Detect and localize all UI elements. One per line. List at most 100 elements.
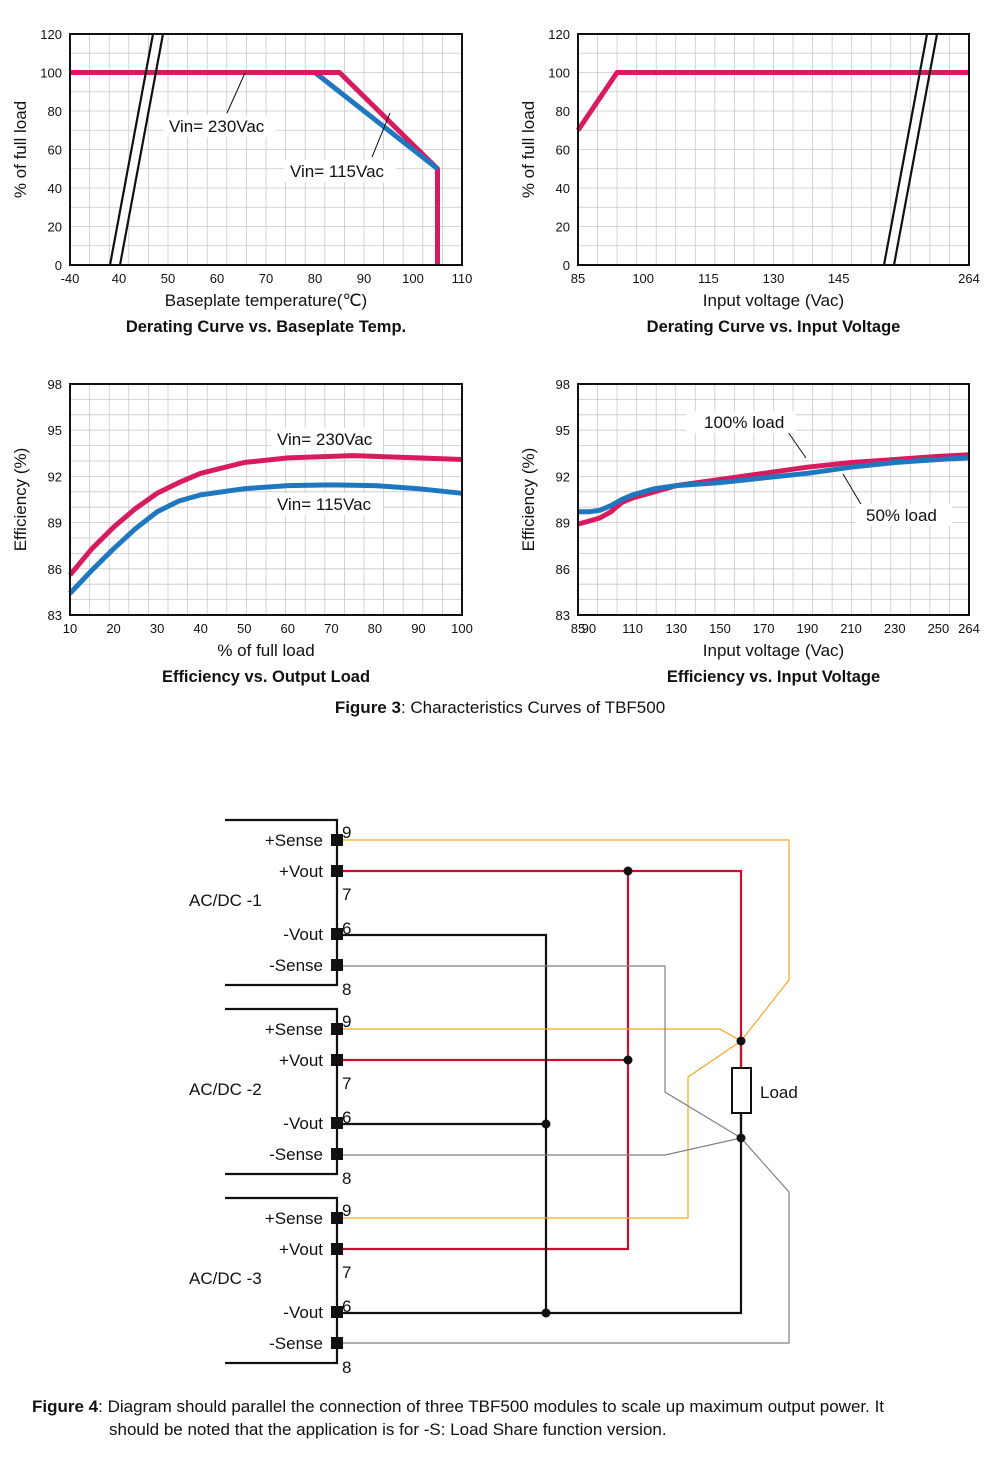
pin-number: 6	[342, 919, 351, 938]
chart-1: 0 20 40 60 80 100 120 -40 40 50 60 70 80 90 100 110 Base…	[11, 27, 472, 336]
wire-vout-pos-3	[337, 871, 630, 1251]
y-tick-label: 20	[48, 220, 62, 235]
x-tick-label: 40	[193, 621, 207, 636]
pin-number: 9	[342, 1012, 351, 1031]
pin-terminal	[331, 1306, 343, 1318]
y-axis-label: % of full load	[11, 101, 30, 198]
pin-number: 7	[342, 1263, 351, 1282]
y-tick-label: 120	[548, 27, 570, 42]
load-label: Load	[760, 1083, 798, 1102]
x-tick-label: 100	[402, 271, 424, 286]
y-tick-label: 0	[563, 258, 570, 273]
annotation-50-load: 50% load	[866, 506, 937, 525]
y-tick-label: 89	[48, 516, 62, 531]
module-label: AC/DC -2	[189, 1080, 262, 1099]
annotation-leader	[842, 473, 863, 507]
y-tick-label: 92	[48, 469, 62, 484]
axis-break-line	[882, 33, 929, 266]
y-tick-label: 83	[556, 608, 570, 623]
y-tick-label: 98	[556, 377, 570, 392]
x-tick-label: 110	[452, 271, 473, 286]
series-line	[575, 70, 969, 132]
wire-sense-neg-2	[337, 1137, 742, 1156]
wire-vout-pos-1	[337, 869, 743, 1068]
annotation-bg	[686, 411, 796, 433]
pin-label: +Vout	[279, 1240, 323, 1259]
x-tick-label: 90	[411, 621, 425, 636]
x-tick-label: 130	[665, 621, 687, 636]
pin-terminal	[331, 928, 343, 940]
y-axis-label: Efficiency (%)	[11, 448, 30, 552]
pin-label: -Sense	[269, 1334, 323, 1353]
x-tick-label: 230	[884, 621, 906, 636]
x-tick-label: 60	[210, 271, 224, 286]
annotation-100-load: 100% load	[704, 413, 784, 432]
chart-title: Efficiency vs. Input Voltage	[667, 668, 880, 686]
pin-number: 6	[342, 1108, 351, 1127]
x-tick-label: 50	[237, 621, 251, 636]
wire-sense-pos-2	[337, 1028, 742, 1042]
y-tick-label: 95	[48, 423, 62, 438]
pin-number: 9	[342, 823, 351, 842]
pin-number: 6	[342, 1297, 351, 1316]
module-bracket	[225, 1196, 339, 1365]
pin-number: 9	[342, 1201, 351, 1220]
chart-title: Derating Curve vs. Input Voltage	[647, 318, 901, 336]
wire-vout-neg-1	[337, 933, 548, 1313]
axis-break-gap	[884, 34, 937, 265]
pin-terminal	[331, 834, 343, 846]
chart-title: Efficiency vs. Output Load	[162, 668, 370, 686]
junction-dot	[541, 1308, 551, 1318]
x-tick-label: 264	[958, 271, 980, 286]
figure3-caption: Figure 3: Characteristics Curves of TBF5…	[0, 698, 1000, 718]
x-tick-label: 250	[928, 621, 950, 636]
figure4-line2: should be noted that the application is …	[109, 1420, 667, 1439]
pin-label: -Sense	[269, 1145, 323, 1164]
x-axis-label: % of full load	[217, 641, 314, 660]
pin-terminal	[331, 1243, 343, 1255]
y-tick-label: 95	[556, 423, 570, 438]
wire-vout-neg-3	[337, 1113, 743, 1315]
pin-label: +Sense	[265, 1020, 323, 1039]
junction-dot	[736, 1036, 746, 1046]
annotation-vin230: Vin= 230Vac	[169, 117, 265, 136]
y-tick-label: 40	[48, 181, 62, 196]
y-tick-label: 120	[40, 27, 62, 42]
pin-number: 7	[342, 1074, 351, 1093]
x-tick-label: 90	[357, 271, 371, 286]
x-tick-label: 20	[106, 621, 120, 636]
x-tick-label: 170	[753, 621, 775, 636]
x-axis-label: Input voltage (Vac)	[703, 641, 844, 660]
x-tick-label: 70	[324, 621, 338, 636]
pin-label: -Vout	[283, 1303, 323, 1322]
x-axis-label: Input voltage (Vac)	[703, 291, 844, 310]
pin-terminal	[331, 959, 343, 971]
pin-terminal	[331, 1148, 343, 1160]
pin-terminal	[331, 1337, 343, 1349]
load-resistor	[731, 1067, 752, 1114]
y-tick-label: 92	[556, 469, 570, 484]
y-tick-label: 83	[48, 608, 62, 623]
wire-sense-pos-1	[337, 839, 790, 1042]
annotation-vin115: Vin= 115Vac	[277, 495, 372, 514]
y-tick-label: 80	[48, 104, 62, 119]
figure4-caption: Figure 4: Diagram should parallel the co…	[32, 1395, 982, 1441]
figure4-line1: : Diagram should parallel the connection…	[98, 1397, 885, 1416]
series-line	[68, 482, 463, 596]
figure3-text: : Characteristics Curves of TBF500	[400, 698, 666, 717]
axis-break-line	[108, 33, 155, 266]
y-tick-label: 89	[556, 516, 570, 531]
junction-dot	[623, 1055, 633, 1065]
x-tick-label: 10	[63, 621, 77, 636]
plot-frame	[577, 383, 970, 616]
junction-dot	[623, 866, 633, 876]
pin-label: +Sense	[265, 831, 323, 850]
annotation-bg	[856, 504, 952, 526]
y-tick-label: 86	[556, 562, 570, 577]
pin-terminal	[331, 1054, 343, 1066]
module-3: AC/DC -3 +Sense 9 +Vout 7 -Vout 6 -Sense 8	[189, 1196, 351, 1377]
module-1: AC/DC -1 +Sense 9 +Vout 7 -Vout 6 -Sense 8	[189, 818, 351, 999]
y-tick-label: 60	[48, 143, 62, 158]
annotation-leader	[371, 112, 391, 158]
module-bracket	[225, 818, 339, 987]
